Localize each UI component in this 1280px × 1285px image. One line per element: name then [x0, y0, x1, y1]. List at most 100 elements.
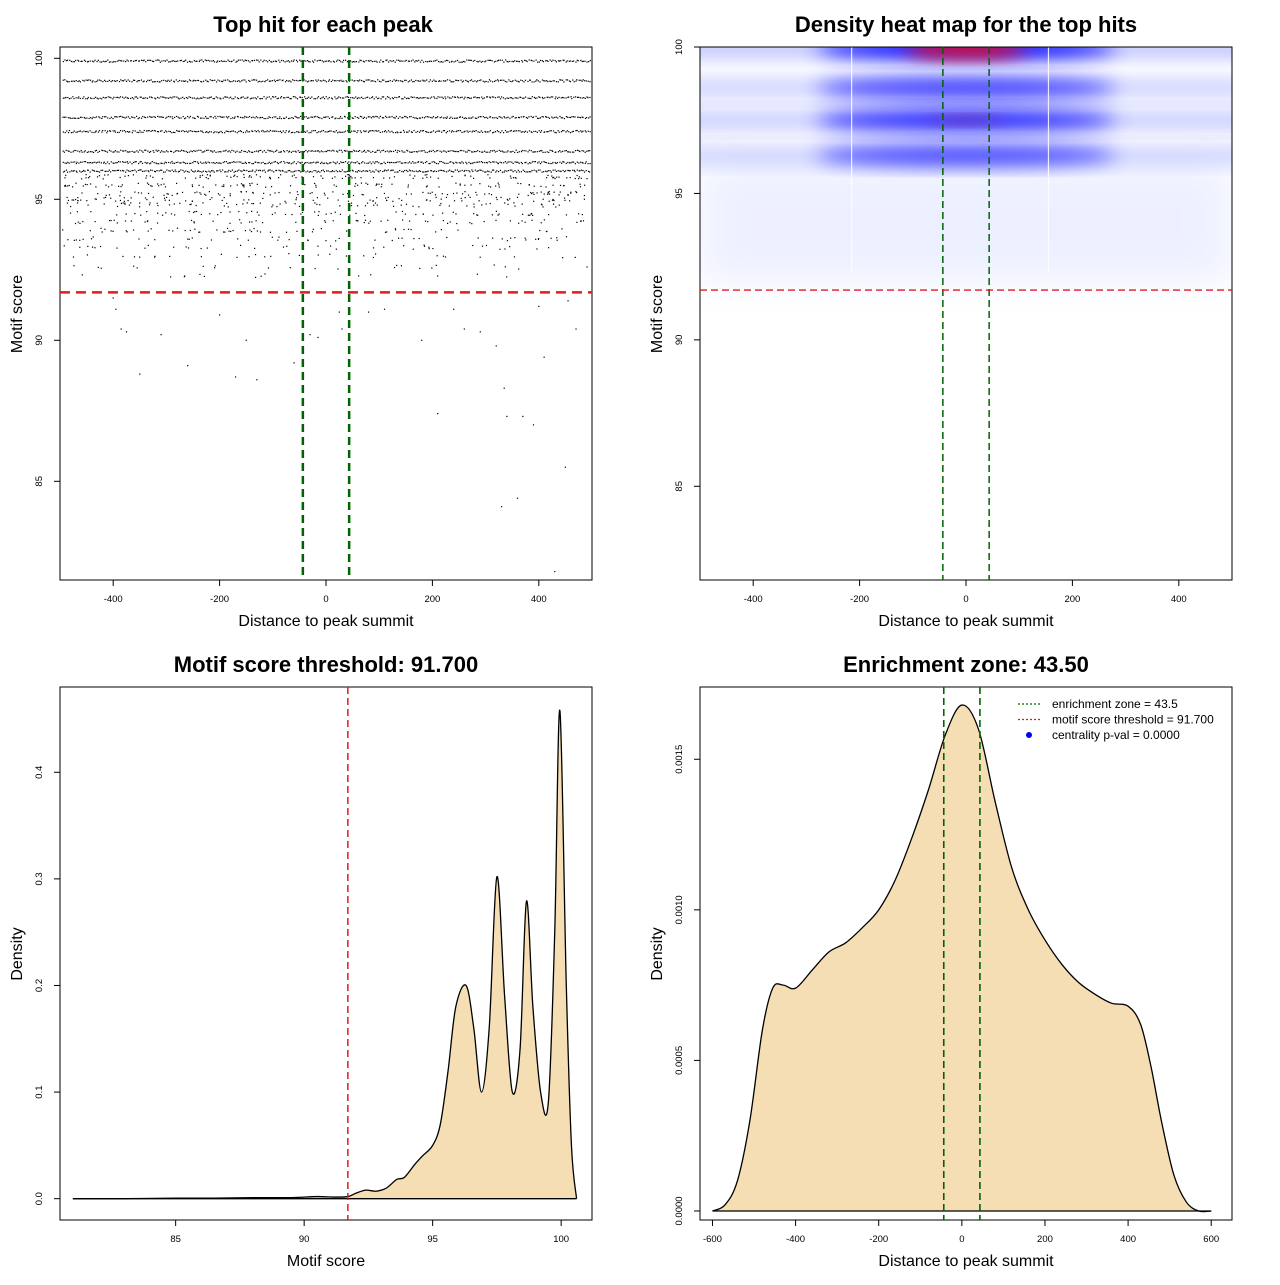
scatter-point: [191, 185, 194, 188]
scatter-point: [360, 177, 362, 179]
scatter-point: [351, 130, 353, 132]
scatter-point: [127, 116, 130, 118]
scatter-point: [440, 229, 442, 231]
scatter-point: [311, 60, 314, 62]
scatter-point: [509, 97, 511, 99]
scatter-point: [260, 149, 262, 152]
scatter-point: [260, 116, 262, 119]
scatter-point: [170, 150, 173, 153]
scatter-point: [514, 60, 516, 62]
scatter-point: [404, 213, 407, 215]
scatter-point: [161, 150, 163, 152]
scatter-point: [471, 169, 473, 171]
scatter-point: [426, 151, 428, 154]
scatter-point: [466, 151, 468, 153]
scatter-point: [201, 59, 203, 61]
scatter-point: [461, 116, 464, 118]
scatter-point: [227, 151, 229, 153]
scatter-point: [344, 59, 347, 61]
scatter-point: [291, 116, 293, 119]
scatter-point: [236, 132, 238, 134]
scatter-point: [316, 60, 318, 62]
scatter-point: [389, 131, 391, 133]
scatter-point: [115, 116, 117, 118]
scatter-point: [75, 59, 77, 62]
scatter-point: [366, 162, 368, 164]
scatter-point: [145, 130, 148, 132]
scatter-point: [214, 267, 216, 269]
scatter-point: [576, 221, 578, 223]
scatter-point: [236, 150, 238, 152]
scatter-point: [224, 171, 226, 173]
scatter-point: [495, 79, 497, 82]
scatter-point: [94, 150, 97, 152]
scatter-point: [570, 191, 572, 193]
scatter-point: [112, 61, 114, 63]
scatter-point: [202, 265, 204, 267]
scatter-point: [188, 210, 190, 213]
scatter-point: [576, 79, 578, 81]
scatter-point: [223, 60, 225, 62]
scatter-point: [281, 131, 283, 134]
scatter-point: [525, 116, 527, 119]
scatter-point: [260, 59, 262, 61]
scatter-point: [442, 161, 444, 163]
scatter-point: [218, 131, 221, 133]
scatter-point: [548, 200, 550, 202]
scatter-point: [552, 117, 554, 119]
scatter-point: [324, 116, 326, 119]
scatter-point: [415, 131, 417, 133]
scatter-point: [578, 178, 580, 180]
scatter-point: [161, 162, 163, 165]
scatter-point: [250, 117, 253, 119]
scatter-point: [516, 161, 518, 163]
scatter-point: [376, 149, 379, 151]
scatter-point: [549, 130, 551, 132]
scatter-point: [245, 162, 247, 165]
scatter-point: [531, 169, 533, 172]
scatter-point: [539, 117, 541, 119]
scatter-point: [75, 117, 77, 120]
scatter-point: [539, 96, 541, 99]
x-tick-label: 90: [299, 1234, 310, 1245]
scatter-point: [574, 256, 576, 258]
scatter-point: [502, 132, 505, 134]
scatter-point: [359, 59, 361, 61]
scatter-point: [309, 97, 311, 99]
scatter-point: [429, 97, 431, 99]
scatter-point: [223, 79, 225, 81]
scatter-point: [262, 197, 264, 200]
scatter-point: [219, 169, 221, 171]
scatter-point: [422, 129, 425, 132]
scatter-point: [472, 151, 474, 153]
scatter-point: [574, 116, 576, 118]
scatter-point: [469, 162, 472, 165]
scatter-point: [541, 96, 544, 99]
scatter-point: [354, 80, 356, 82]
scatter-point: [374, 81, 377, 83]
scatter-point: [275, 169, 278, 172]
scatter-point: [516, 497, 519, 499]
scatter-point: [351, 79, 353, 81]
scatter-point: [547, 193, 549, 195]
scatter-point: [545, 161, 547, 164]
scatter-point: [79, 116, 82, 118]
scatter-point: [257, 169, 259, 172]
scatter-point: [243, 184, 245, 186]
scatter-point: [542, 151, 544, 153]
scatter-point: [251, 151, 253, 153]
x-tick-label: 95: [427, 1234, 438, 1245]
scatter-point: [212, 60, 215, 62]
scatter-point: [537, 80, 539, 82]
scatter-point: [188, 96, 190, 98]
scatter-point: [464, 96, 466, 98]
scatter-point: [141, 150, 143, 152]
scatter-point: [163, 60, 165, 62]
scatter-point: [587, 130, 589, 132]
scatter-point: [458, 97, 460, 99]
scatter-point: [142, 131, 144, 133]
scatter-point: [370, 80, 372, 82]
scatter-point: [504, 202, 506, 204]
scatter-point: [246, 97, 248, 99]
scatter-point: [116, 151, 118, 153]
